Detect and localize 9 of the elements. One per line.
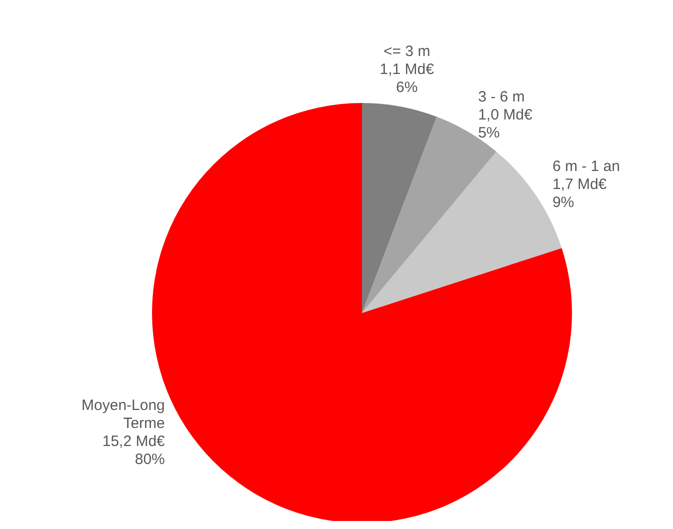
data-label: 1,0 Md€ 5% bbox=[478, 106, 533, 141]
slice-label: <= 3 m bbox=[384, 42, 430, 60]
pie-slice bbox=[362, 103, 437, 313]
data-label: 15,2 Md€ 80% bbox=[102, 432, 166, 468]
data-label: 1,1 Md€ 6% bbox=[380, 60, 435, 96]
slice-label: Moyen-Long Terme bbox=[82, 396, 165, 432]
data-label: 1,7 Md€ 9% bbox=[552, 176, 608, 211]
slice-label: 6 m - 1 an bbox=[552, 158, 620, 175]
slice-label: 3 - 6 m bbox=[478, 88, 525, 105]
